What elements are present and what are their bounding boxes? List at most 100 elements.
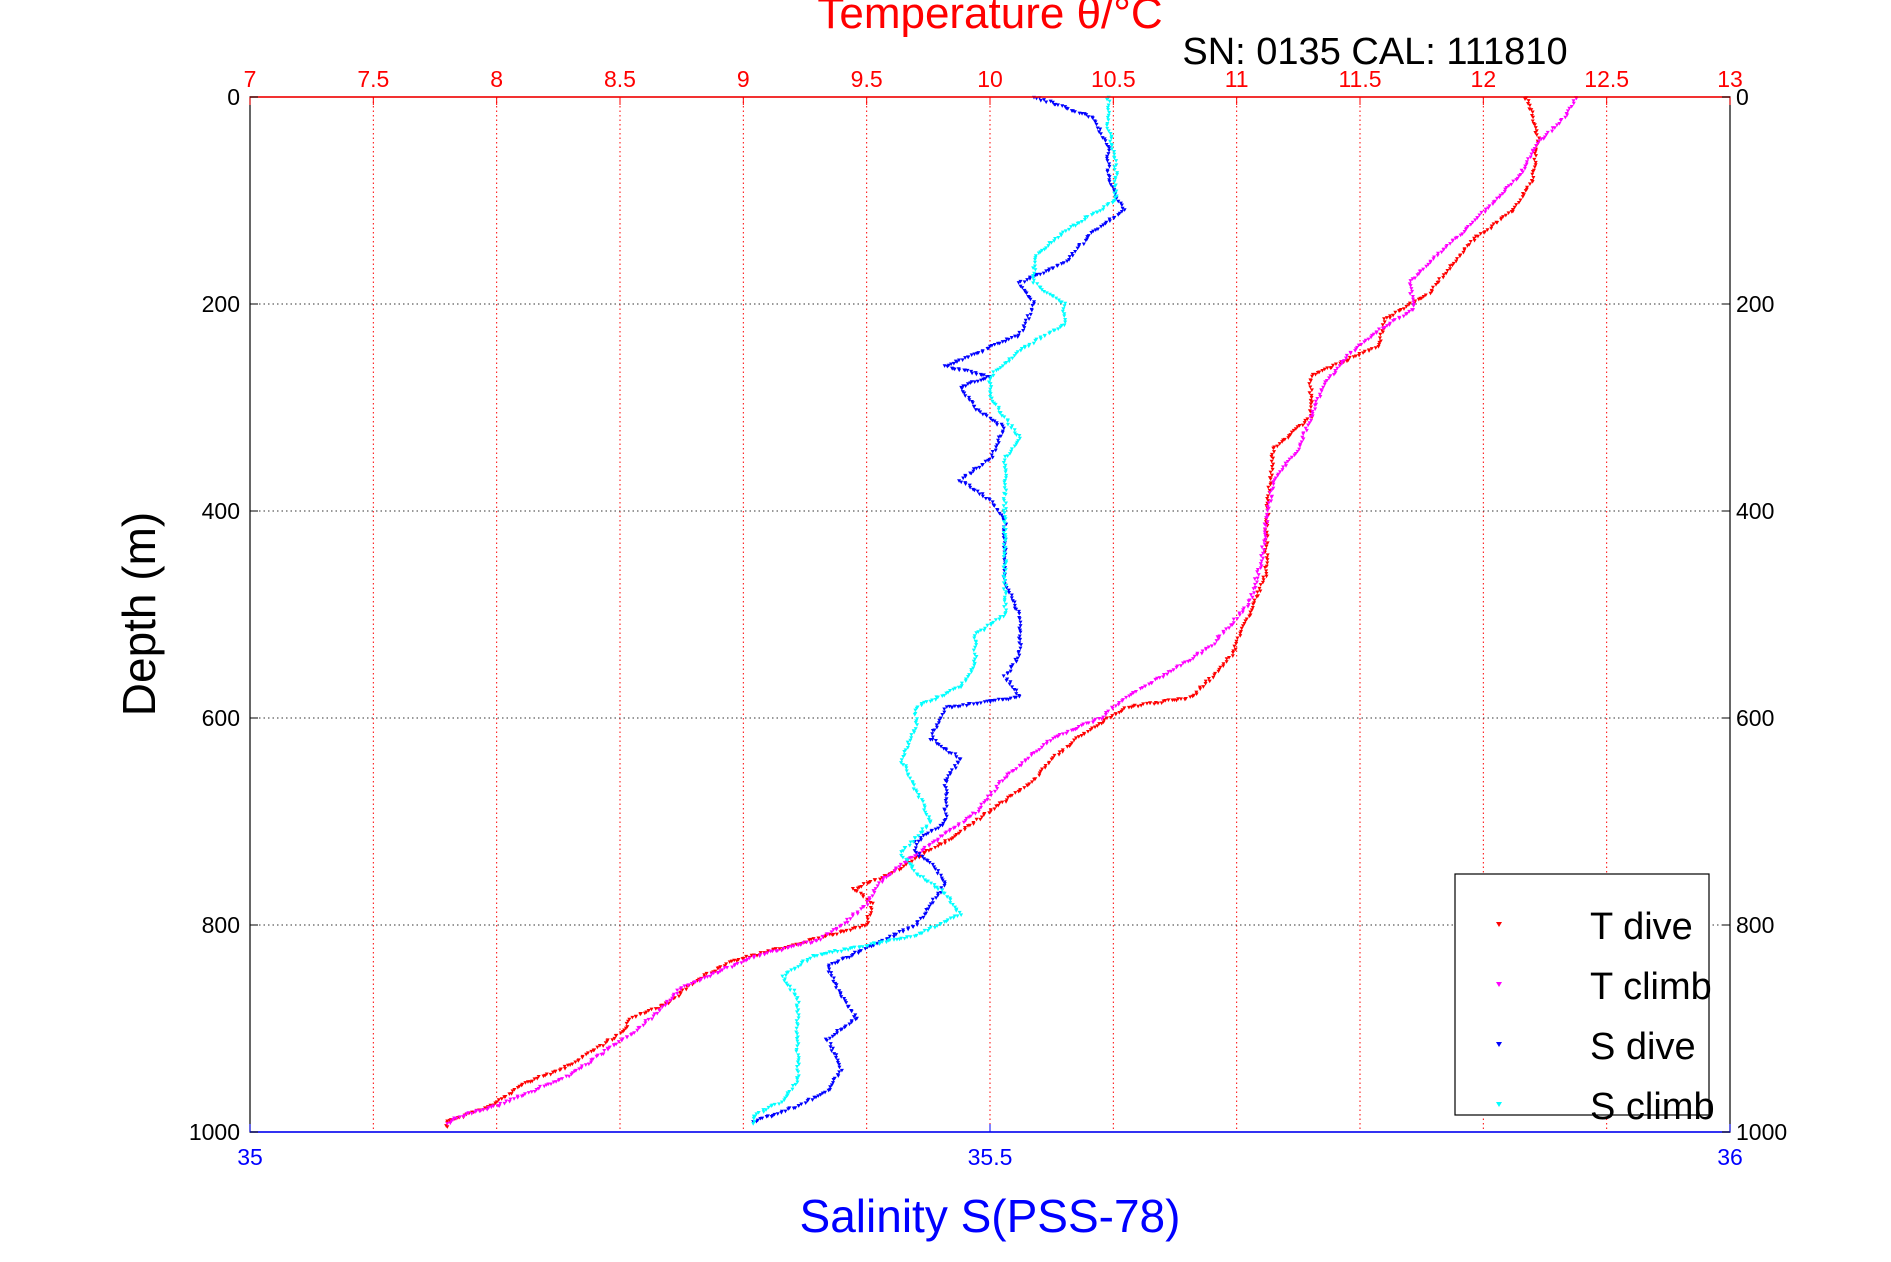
data-point [980,492,985,496]
data-point [1017,611,1022,616]
data-point [1448,264,1453,268]
data-point [899,853,904,858]
data-point [996,438,1001,443]
data-point [1531,175,1536,180]
data-point [978,410,983,414]
data-point [1017,694,1022,699]
data-point [1002,486,1007,490]
data-point [1510,207,1515,212]
data-point [768,949,773,954]
data-point [1533,126,1538,130]
data-point [1494,196,1499,201]
data-point [1533,160,1538,165]
data-point [1143,684,1148,689]
data-point [1530,149,1535,154]
data-point [921,857,926,861]
data-point [1014,351,1019,356]
data-point [1093,120,1098,124]
data-point [972,652,977,657]
data-point [1120,699,1125,704]
data-point [1037,773,1042,778]
top-tick-label: 10 [977,66,1003,92]
data-point [1054,296,1059,301]
data-point [1270,464,1275,469]
data-point [935,839,940,843]
data-point [1076,724,1081,729]
data-point [1534,133,1539,137]
data-point [1280,440,1285,444]
data-point [1064,731,1069,736]
data-point [857,925,862,930]
data-point [1309,418,1314,423]
data-point [1053,735,1058,740]
data-point [1252,598,1257,603]
data-point [1059,262,1064,266]
data-point [971,405,976,409]
data-point [976,809,981,814]
data-point [534,1087,539,1092]
data-point [1218,665,1223,670]
data-point [798,963,803,967]
data-point [899,761,904,765]
data-point [735,961,740,966]
data-point [1194,692,1199,697]
data-point [1411,300,1416,305]
data-point [934,896,939,900]
data-point [1097,716,1102,721]
data-point [1003,339,1008,344]
data-point [951,361,956,366]
data-point [616,1040,621,1044]
data-point [1017,433,1022,438]
data-point [724,962,729,966]
data-point [1404,304,1409,309]
data-point [1254,580,1259,585]
data-point [1061,307,1066,311]
data-point [1007,452,1012,456]
data-point [1281,465,1286,470]
data-point [1159,701,1164,705]
data-point [945,777,950,781]
data-point [653,1007,658,1011]
data-point [752,1120,757,1124]
data-point [1265,558,1270,562]
data-point [808,941,813,946]
data-point [1115,171,1120,175]
data-point [967,673,972,677]
data-point [1001,674,1006,678]
data-point [1014,767,1019,771]
data-point [1051,328,1056,333]
data-point [830,961,835,966]
data-point [1031,278,1036,283]
data-point [794,1030,799,1035]
data-point [1309,395,1314,400]
data-point [912,934,917,939]
data-point [1254,595,1259,599]
series-t-climb [445,96,1579,1126]
data-point [1005,419,1010,424]
data-point [993,402,998,407]
data-point [1002,595,1007,600]
data-point [1503,187,1508,192]
data-point [1107,162,1112,166]
data-point [796,1016,801,1020]
data-point [682,984,687,988]
data-point [905,773,910,778]
data-point [1286,434,1291,438]
data-point [1120,206,1125,211]
data-point [563,1067,568,1071]
data-point [477,1109,482,1114]
data-point [623,1026,628,1031]
data-point [542,1084,547,1089]
data-point [974,372,979,377]
data-point [610,1038,615,1042]
data-point [1301,432,1306,436]
data-point [1008,696,1013,701]
data-point [1209,644,1214,648]
data-point [996,407,1001,412]
data-point [1315,397,1320,401]
data-point [1533,163,1538,167]
data-point [998,366,1003,370]
data-point [989,375,994,380]
data-point [1003,454,1008,459]
data-point [1267,490,1272,495]
